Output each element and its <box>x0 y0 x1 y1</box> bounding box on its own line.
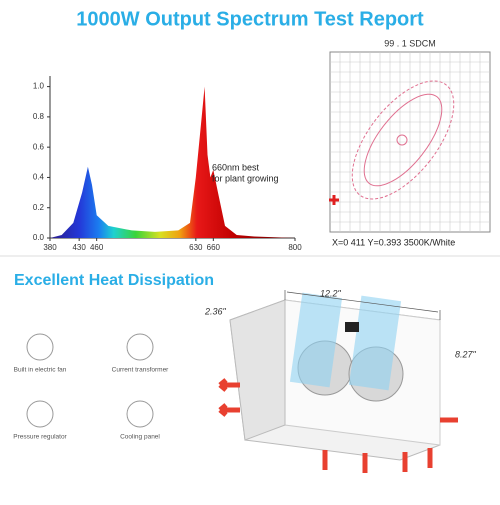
heat-title: Excellent Heat Dissipation <box>14 272 214 289</box>
feature-label: Cooling panel <box>120 434 160 441</box>
x-tick-label: 430 <box>72 243 86 252</box>
ellipse-outer <box>351 80 455 200</box>
sdcm-caption: X=0 411 Y=0.393 3500K/White <box>332 237 455 247</box>
feature-icon <box>126 400 154 428</box>
dimension-width: 12.2" <box>320 288 342 298</box>
y-tick-label: 0.6 <box>33 142 45 151</box>
y-tick-label: 0.8 <box>33 112 45 121</box>
socket <box>345 322 359 332</box>
point-circle <box>396 134 408 146</box>
ellipse-inner <box>363 93 443 187</box>
heat-arrows <box>322 417 458 473</box>
dimension-lines <box>284 290 441 320</box>
sdcm-panel: 99 . 1 SDCM X=0 411 Y=0.393 3500K/White <box>329 38 491 247</box>
x-tick-label: 380 <box>43 243 57 252</box>
feature-icon <box>26 400 54 428</box>
y-tick-label: 1.0 <box>33 82 45 91</box>
spectrum-area <box>50 86 295 238</box>
y-tick-label: 0.4 <box>33 173 45 182</box>
feature-icon <box>26 333 54 361</box>
x-tick-label: 460 <box>90 243 104 252</box>
heat-arrows <box>218 378 240 417</box>
red-plus <box>329 195 339 205</box>
annotation: for plant growing <box>212 173 279 183</box>
airflow <box>289 292 343 388</box>
dimension-height: 8.27" <box>455 349 477 359</box>
panel-edge <box>229 299 286 441</box>
x-tick-label: 630 <box>189 243 203 252</box>
y-tick-label: 0.2 <box>33 203 45 212</box>
feature-label: Current transformer <box>112 367 170 374</box>
sdcm-title: 99 . 1 SDCM <box>384 38 436 48</box>
annotation: 660nm best <box>212 162 260 172</box>
feature-label: Pressure regulator <box>13 434 67 441</box>
title: 1000W Output Spectrum Test Report <box>76 8 424 30</box>
x-tick-label: 660 <box>207 243 221 252</box>
dimension-depth: 2.36" <box>204 306 227 316</box>
airflow <box>348 295 402 391</box>
product: 12.2" 2.36" 8.27" <box>204 288 477 473</box>
x-tick-label: 800 <box>288 243 302 252</box>
feature-icon <box>126 333 154 361</box>
feature-label: Built in electric fan <box>14 367 67 374</box>
y-tick-label: 0.0 <box>33 233 45 242</box>
feature-list: Built in electric fan Current transformer… <box>13 333 170 441</box>
